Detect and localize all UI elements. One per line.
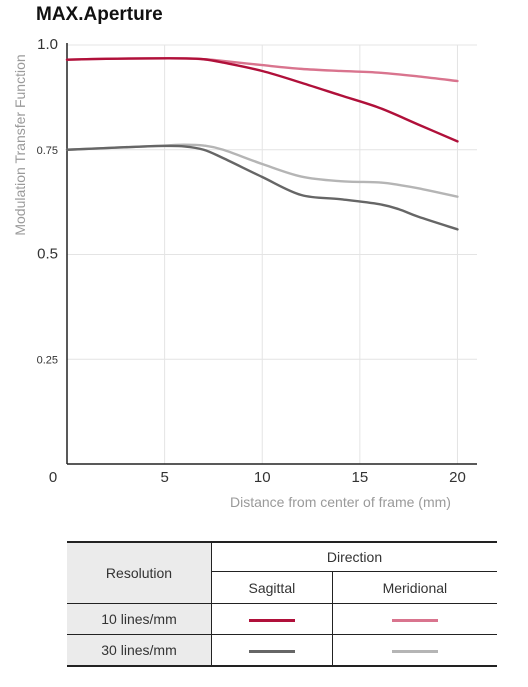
legend-table: Resolution Direction Sagittal Meridional… bbox=[67, 541, 497, 667]
x-tick-label: 10 bbox=[254, 469, 271, 486]
swatch-sagittal-10 bbox=[248, 618, 295, 622]
series-line-s10 bbox=[65, 57, 459, 143]
x-axis-label: Distance from center of frame (mm) bbox=[230, 494, 451, 510]
x-tick-label: 15 bbox=[352, 469, 369, 486]
y-tick-label: 0.75 bbox=[37, 145, 58, 157]
x-tick-label: 0 bbox=[49, 469, 57, 486]
x-tick-label: 20 bbox=[449, 469, 466, 486]
y-tick-label: 1.0 bbox=[37, 36, 58, 53]
y-tick-label: 0.5 bbox=[37, 246, 58, 263]
row-30-lines-label: 30 lines/mm bbox=[67, 634, 212, 667]
legend-cell-sagittal-30 bbox=[211, 634, 333, 667]
legend-cell-meridional-30 bbox=[331, 634, 497, 667]
swatch-meridional-30 bbox=[391, 649, 438, 653]
sagittal-header: Sagittal bbox=[211, 571, 333, 604]
legend-cell-sagittal-10 bbox=[211, 603, 333, 635]
chart-title: MAX.Aperture bbox=[36, 4, 163, 25]
row-10-lines-label: 10 lines/mm bbox=[67, 603, 212, 635]
legend-cell-meridional-10 bbox=[331, 603, 497, 635]
swatch-sagittal-30 bbox=[248, 649, 295, 653]
meridional-header: Meridional bbox=[331, 571, 497, 604]
resolution-header: Resolution bbox=[67, 541, 212, 604]
direction-header: Direction bbox=[211, 541, 497, 572]
x-tick-label: 5 bbox=[160, 469, 168, 486]
y-axis-label: Modulation Transfer Function bbox=[12, 54, 28, 236]
swatch-meridional-10 bbox=[391, 618, 438, 622]
mtf-chart: 0 5 10 15 20 0.25 0.5 0.75 1.0 bbox=[37, 36, 477, 486]
series-line-s30 bbox=[65, 144, 459, 231]
y-tick-label: 0.25 bbox=[37, 354, 58, 366]
